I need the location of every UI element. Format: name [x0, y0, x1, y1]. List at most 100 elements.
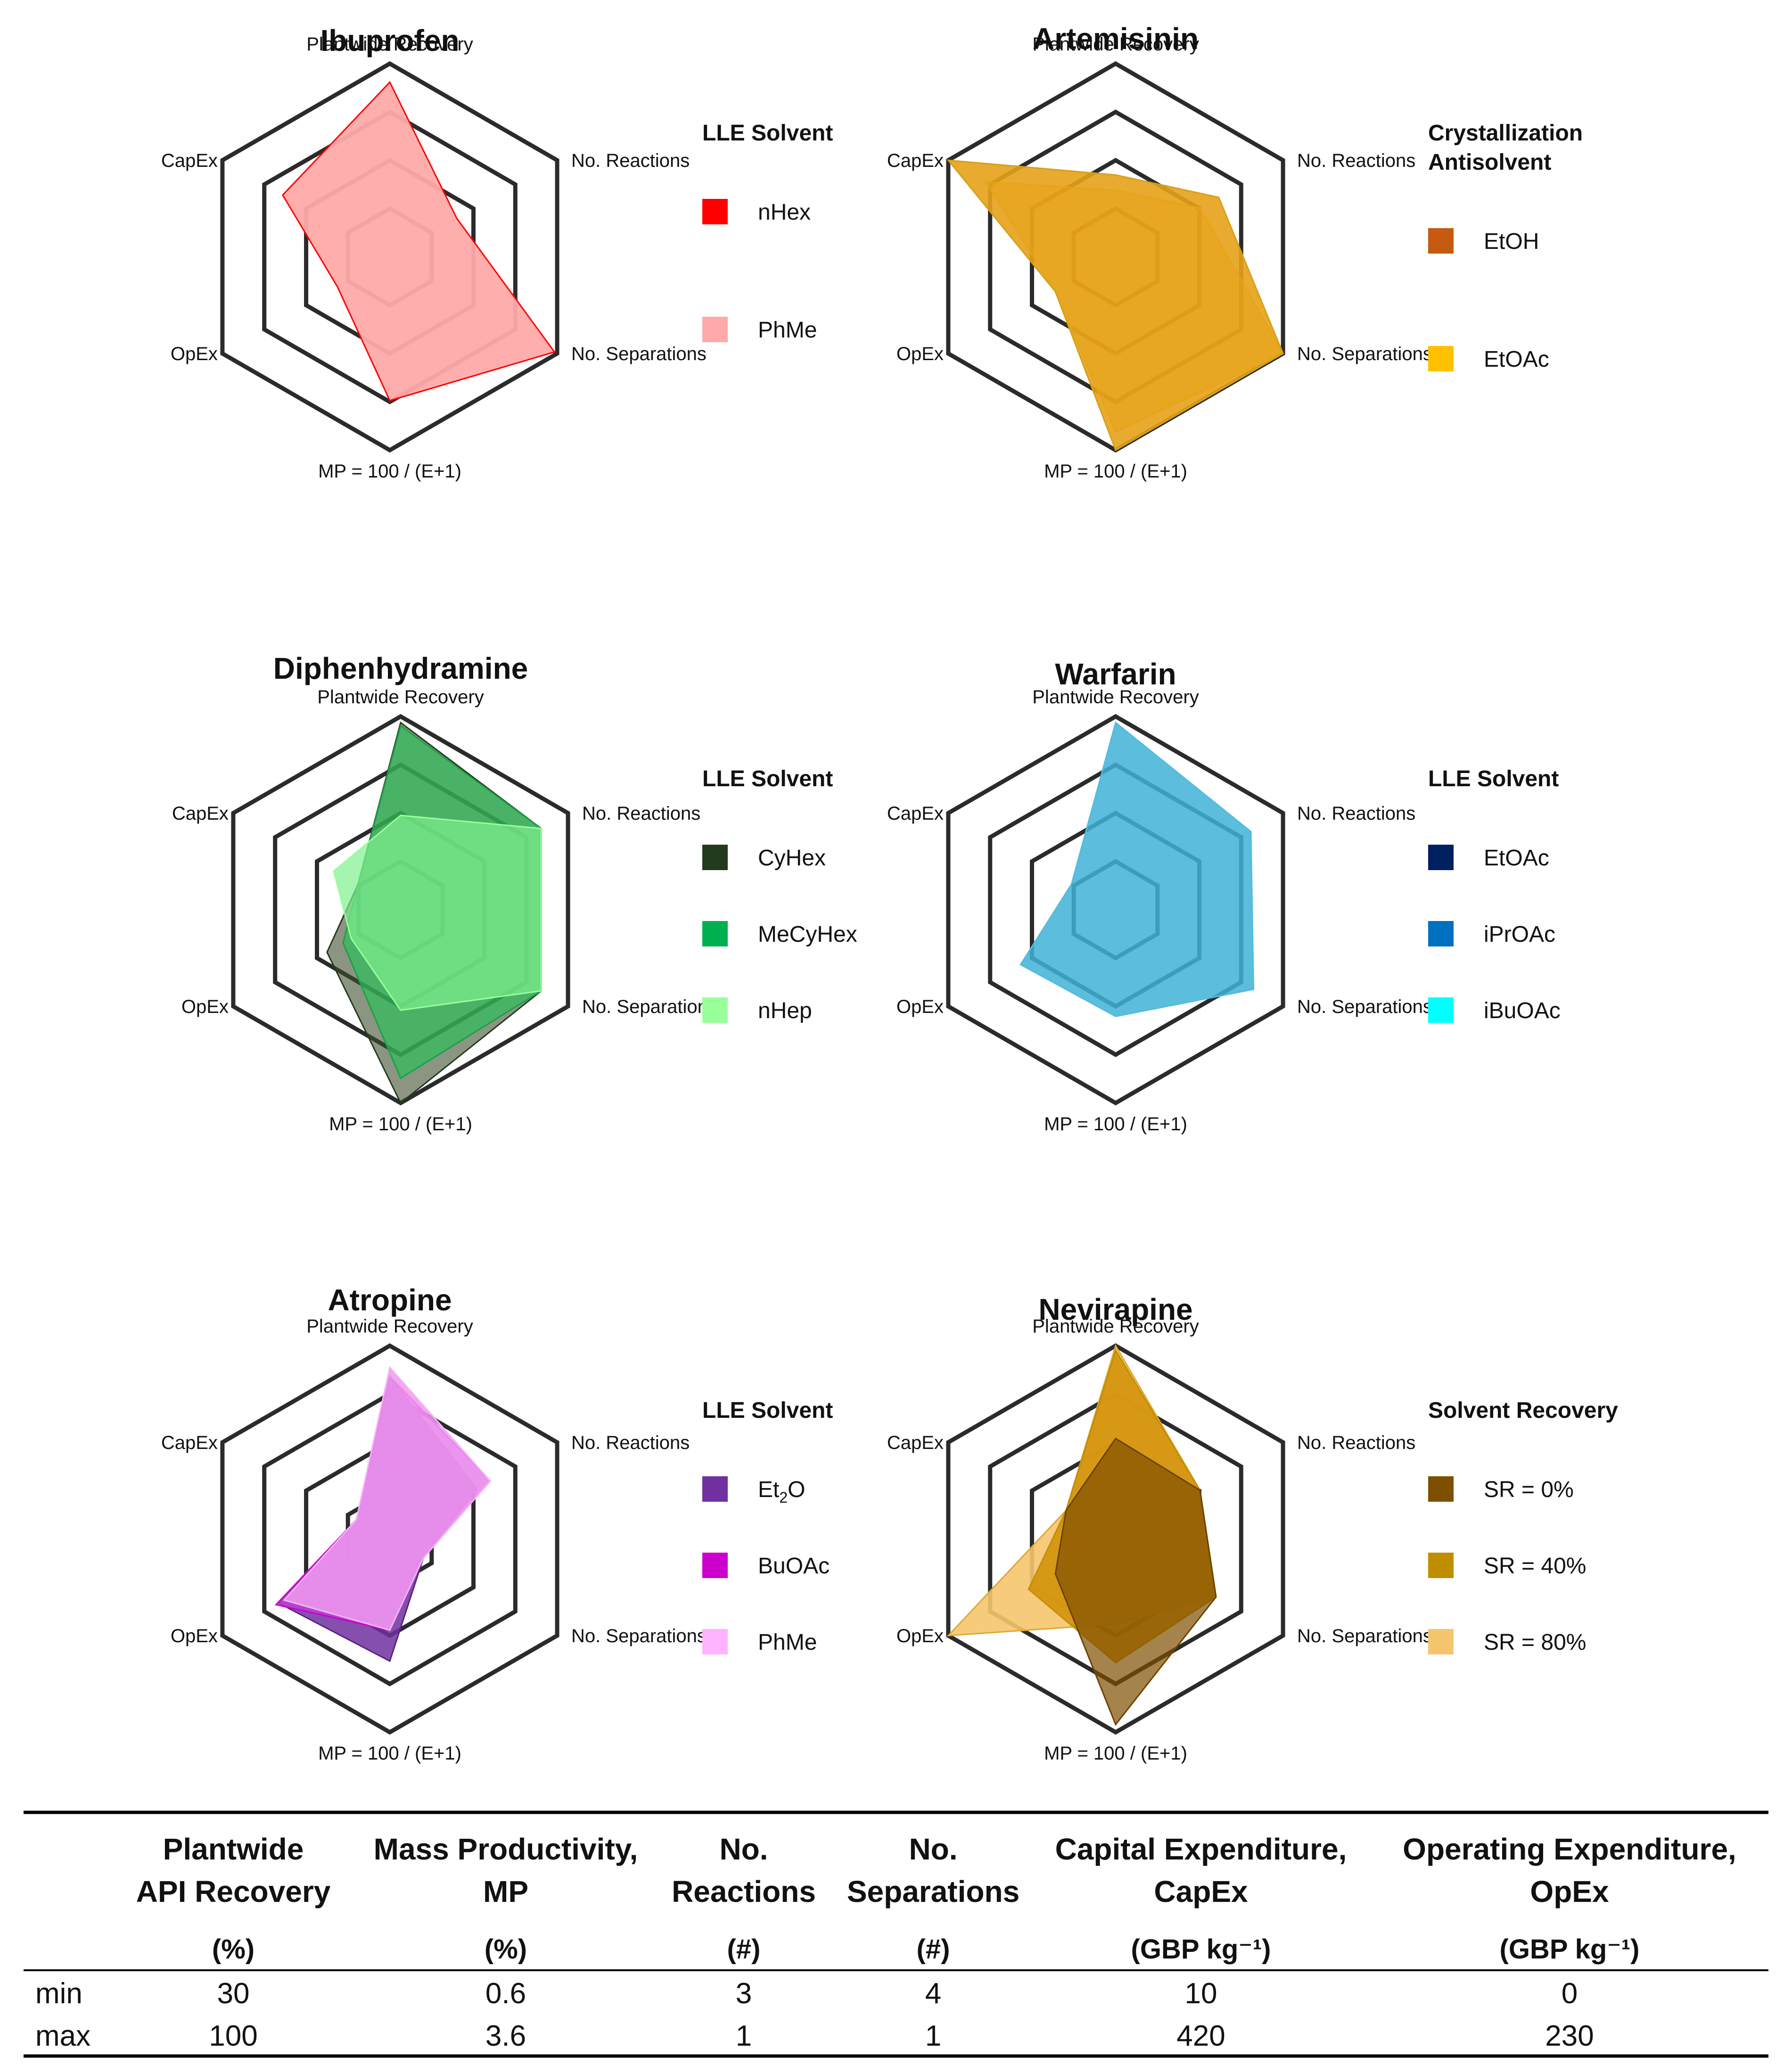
legend-label: iBuOAc [1484, 998, 1561, 1023]
legend-label-part: Et [758, 1477, 779, 1502]
legend-title: LLE Solvent [702, 766, 833, 791]
col-opex-header-1: Operating Expenditure, [1403, 1832, 1736, 1866]
axis-label: MP = 100 / (E+1) [318, 1743, 461, 1764]
chart-title: Nevirapine [1038, 1292, 1192, 1326]
row-min-mp: 0.6 [485, 1977, 526, 2010]
legend-label: PhMe [758, 318, 817, 343]
col-separations-header-2: Separations [847, 1875, 1019, 1909]
axis-label: CapEx [161, 150, 218, 171]
series-area [333, 814, 542, 1011]
axis-label: Plantwide Recovery [1032, 687, 1199, 708]
chart-title: Artemisinin [1033, 22, 1199, 56]
legend-title: Solvent Recovery [1428, 1398, 1618, 1423]
row-min-recovery: 30 [217, 1977, 250, 2010]
axis-label: No. Reactions [1297, 803, 1415, 824]
col-capex-header-2: CapEx [1154, 1875, 1248, 1909]
legend-swatch [1428, 228, 1454, 254]
col-reactions-unit: (#) [727, 1934, 761, 1965]
row-min-label: min [35, 1977, 82, 2010]
row-max-mp: 3.6 [485, 2020, 526, 2052]
legend-title: Antisolvent [1428, 150, 1551, 175]
axis-label: MP = 100 / (E+1) [318, 461, 461, 482]
col-recovery-header-1: Plantwide [163, 1832, 304, 1866]
chart-title: Diphenhydramine [273, 651, 528, 685]
legend-title: Crystallization [1428, 121, 1583, 146]
row-max-label: max [35, 2020, 90, 2052]
grid-ring [946, 714, 1285, 1106]
legend-label: SR = 0% [1484, 1477, 1574, 1502]
legend-label: MeCyHex [758, 922, 857, 947]
axis-label: OpEx [896, 1626, 944, 1646]
axis-label: Plantwide Recovery [306, 34, 473, 55]
chart-title: Atropine [328, 1283, 452, 1317]
axis-label: CapEx [161, 1432, 218, 1453]
axis-label: No. Separations [571, 1626, 707, 1646]
col-reactions-header-2: Reactions [672, 1875, 816, 1909]
legend-swatch [1428, 1629, 1454, 1654]
legend-swatch [702, 1553, 728, 1578]
legend-label: iPrOAc [1484, 922, 1555, 947]
grid-ring [220, 61, 559, 453]
col-separations-header-1: No. [909, 1832, 957, 1866]
grid-ring [220, 1343, 559, 1735]
grid-ring [262, 1391, 518, 1687]
col-reactions-header-1: No. [719, 1832, 768, 1866]
legend-title: LLE Solvent [1428, 766, 1559, 791]
col-opex-header-2: OpEx [1530, 1875, 1609, 1909]
axis-label: MP = 100 / (E+1) [329, 1114, 472, 1135]
legend-swatch [702, 921, 728, 946]
legend-label: PhMe [758, 1630, 817, 1655]
axis-label: CapEx [172, 803, 229, 824]
axis-label: No. Reactions [1297, 150, 1415, 171]
col-recovery-unit: (%) [212, 1934, 255, 1965]
legend-swatch [702, 317, 728, 342]
legend-label: EtOAc [1484, 846, 1549, 871]
legend-swatch [1428, 1553, 1454, 1578]
axis-label: No. Reactions [571, 150, 690, 171]
axis-label: OpEx [171, 1626, 218, 1646]
series-area [946, 159, 1284, 452]
legend-swatch [1428, 997, 1454, 1023]
axis-label: No. Separations [1297, 996, 1432, 1017]
legend-swatch [702, 1476, 728, 1502]
axis-label: No. Reactions [582, 803, 700, 824]
legend-swatch [1428, 346, 1454, 371]
col-mp-unit: (%) [485, 1934, 527, 1965]
row-min-opex: 0 [1562, 1977, 1578, 2010]
axis-label: MP = 100 / (E+1) [1044, 1114, 1187, 1135]
axis-label: No. Separations [1297, 1626, 1432, 1646]
legend-label-part: O [788, 1477, 805, 1502]
axis-label: CapEx [887, 1432, 944, 1453]
axis-label: Plantwide Recovery [306, 1316, 473, 1337]
legend-swatch [1428, 921, 1454, 946]
legend-swatch [1428, 845, 1454, 870]
row-max-separations: 1 [925, 2020, 941, 2052]
col-mp-header-2: MP [483, 1875, 528, 1909]
legend-label: EtOAc [1484, 347, 1549, 372]
col-mp-header-1: Mass Productivity, [374, 1832, 638, 1866]
axis-label: OpEx [896, 996, 944, 1017]
legend-swatch [702, 1629, 728, 1654]
series-area [1054, 1437, 1217, 1726]
grid-ring [946, 1343, 1285, 1735]
axis-label: OpEx [181, 996, 229, 1017]
axis-label: No. Separations [571, 344, 707, 364]
axis-label: No. Reactions [571, 1432, 690, 1453]
col-capex-header-1: Capital Expenditure, [1055, 1832, 1347, 1866]
legend-title: LLE Solvent [702, 1398, 833, 1423]
axis-label: No. Separations [582, 996, 717, 1017]
axis-label: Plantwide Recovery [1032, 1316, 1199, 1337]
row-min-reactions: 3 [736, 1977, 752, 2010]
axis-label: OpEx [171, 344, 218, 364]
legend-swatch [1428, 1476, 1454, 1502]
legend-swatch [702, 845, 728, 870]
legend-label-subscript: 2 [779, 1489, 788, 1506]
row-max-capex: 420 [1176, 2020, 1225, 2052]
series-area [281, 81, 556, 402]
